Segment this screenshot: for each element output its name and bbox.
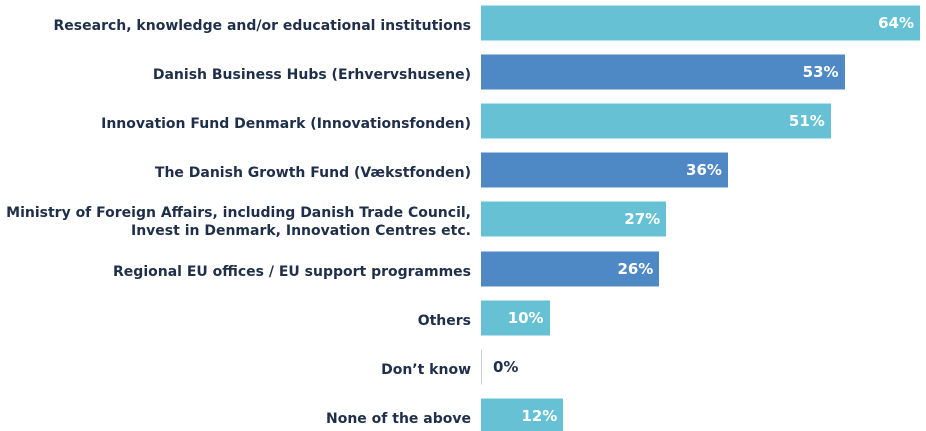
bar (481, 152, 728, 188)
category-label: Don’t know (381, 361, 471, 378)
bar (481, 251, 660, 286)
bar (481, 54, 845, 90)
value-label: 51% (788, 112, 825, 131)
bar (481, 398, 564, 431)
value-label: 26% (617, 259, 654, 278)
category-label: Others (417, 312, 471, 329)
category-label: Innovation Fund Denmark (Innovationsfond… (101, 116, 471, 133)
category-label: The Danish Growth Fund (Vækstfonden) (154, 165, 471, 182)
bar (481, 349, 482, 385)
value-label: 36% (686, 161, 722, 180)
value-label: 64% (878, 14, 914, 32)
value-label: 53% (802, 63, 839, 82)
category-label: Danish Business Hubs (Erhvervshusene) (152, 67, 471, 84)
bar (481, 300, 550, 336)
value-label: 12% (521, 406, 558, 425)
category-label: Regional EU offices / EU support program… (113, 263, 471, 280)
bar (481, 5, 920, 41)
bar (481, 201, 667, 237)
value-label: 10% (507, 308, 544, 327)
value-label: 27% (624, 210, 661, 229)
bar (481, 103, 831, 139)
category-label: Ministry of Foreign Affairs, including D… (6, 205, 471, 240)
value-label: 0% (493, 357, 519, 376)
category-label: Research, knowledge and/or educational i… (53, 18, 471, 34)
category-label: None of the above (326, 410, 471, 427)
